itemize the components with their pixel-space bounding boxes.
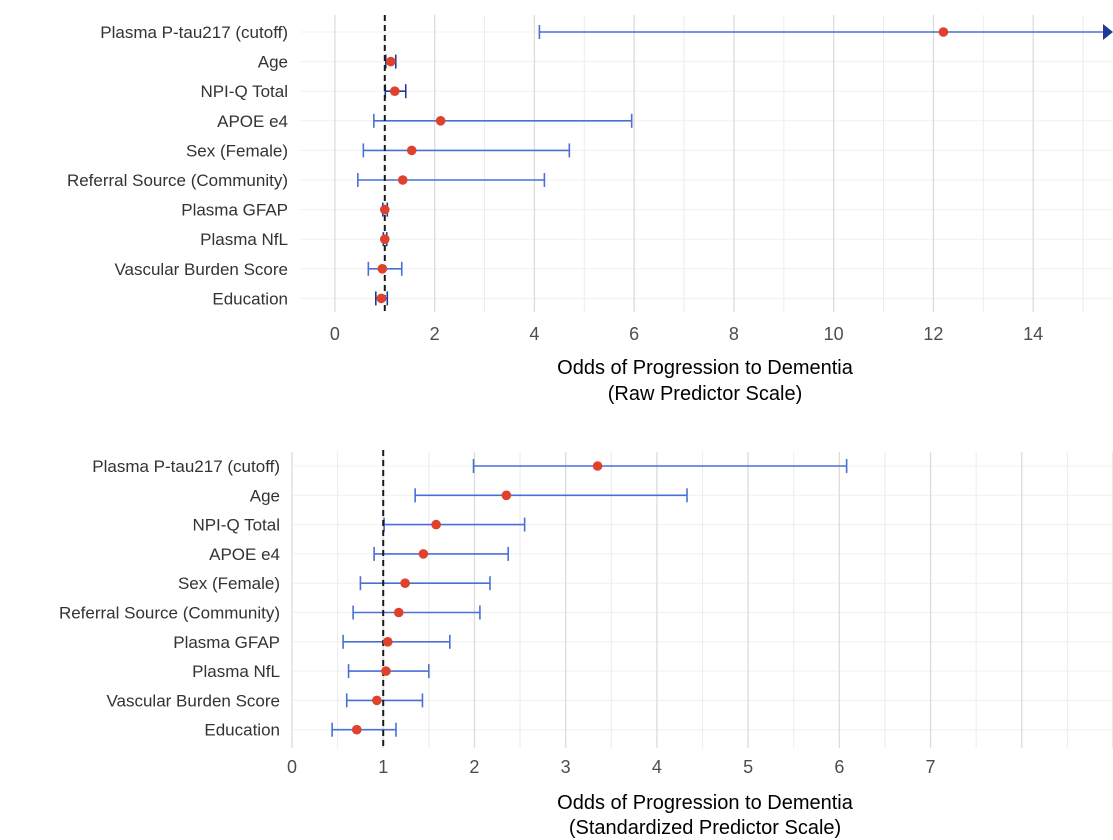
x-tick-label: 0 [287, 757, 297, 777]
category-label: Sex (Female) [178, 574, 280, 593]
x-axis-title: Odds of Progression to Dementia [557, 792, 854, 814]
point-estimate [938, 27, 949, 37]
point-estimate [379, 204, 390, 215]
x-axis-subtitle: (Raw Predictor Scale) [608, 383, 803, 405]
x-tick-label: 7 [926, 757, 936, 777]
point-estimate [406, 145, 417, 156]
point-estimate [351, 724, 362, 735]
x-tick-label: 4 [652, 757, 662, 777]
point-estimate [400, 578, 410, 588]
standardized-scale-panel: 0 1 2 3 4 5 6 7 Odds of Progression to Dementia (… [59, 450, 1113, 839]
category-label: NPI-Q Total [200, 82, 288, 101]
x-tick-label: 2 [430, 324, 440, 344]
category-label: Plasma GFAP [173, 633, 280, 652]
point-estimate [435, 116, 446, 126]
category-label: Plasma P-tau217 (cutoff) [92, 457, 280, 476]
category-label: Referral Source (Community) [59, 604, 280, 623]
point-estimate [501, 490, 512, 501]
x-axis-subtitle: (Standardized Predictor Scale) [569, 817, 841, 839]
x-tick-label: 6 [834, 757, 844, 777]
category-label: Plasma NfL [192, 662, 280, 681]
x-tick-label: 14 [1023, 324, 1043, 344]
point-estimate [397, 175, 408, 185]
point-estimate [592, 461, 603, 471]
category-label: Education [204, 721, 280, 740]
point-estimate [418, 549, 429, 559]
point-estimate [372, 695, 382, 706]
x-tick-label: 3 [561, 757, 571, 777]
category-label: Plasma P-tau217 (cutoff) [100, 23, 288, 42]
point-estimate [381, 666, 391, 676]
category-label: Age [250, 486, 280, 505]
category-label: Education [212, 289, 288, 308]
category-label: Age [258, 53, 288, 72]
truncation-arrow [1103, 24, 1113, 40]
category-label: Plasma GFAP [181, 201, 288, 220]
x-tick-label: 2 [469, 757, 479, 777]
point-estimate [393, 607, 404, 618]
x-tick-label: 0 [330, 324, 340, 344]
category-label: APOE e4 [217, 112, 288, 131]
x-tick-label: 12 [923, 324, 943, 344]
point-estimate [382, 637, 393, 647]
point-estimate [376, 293, 387, 304]
category-label: NPI-Q Total [192, 516, 280, 535]
point-estimate [389, 86, 400, 96]
category-label: APOE e4 [209, 545, 280, 564]
x-tick-label: 8 [729, 324, 739, 344]
category-label: Plasma NfL [200, 230, 288, 249]
point-estimate [379, 234, 390, 244]
x-tick-label: 1 [378, 757, 388, 777]
category-label: Referral Source (Community) [67, 171, 288, 190]
point-estimate [431, 519, 441, 530]
x-tick-label: 10 [824, 324, 844, 344]
category-label: Vascular Burden Score [114, 260, 288, 279]
x-tick-label: 5 [743, 757, 753, 777]
raw-scale-panel: 0 2 4 6 8 10 12 14 Odds of Progression to Dement… [67, 15, 1113, 405]
x-axis-title: Odds of Progression to Dementia [557, 357, 854, 379]
point-estimate [385, 56, 396, 67]
x-tick-label: 4 [529, 324, 539, 344]
category-label: Sex (Female) [186, 141, 288, 160]
point-estimate [377, 264, 388, 274]
category-label: Vascular Burden Score [106, 691, 280, 710]
x-tick-label: 6 [629, 324, 639, 344]
